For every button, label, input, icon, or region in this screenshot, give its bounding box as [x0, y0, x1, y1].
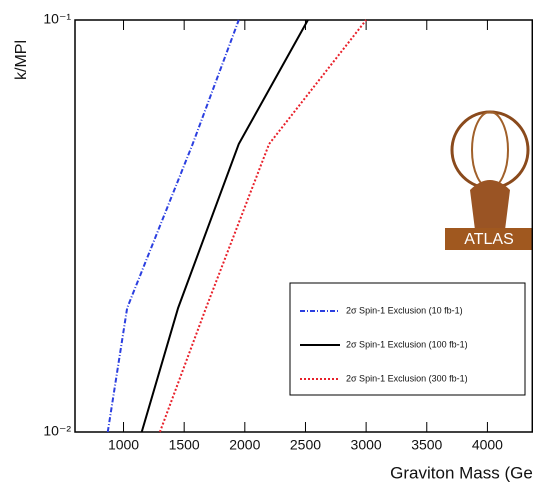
legend	[289, 282, 526, 396]
x-tick-label: 3500	[411, 437, 442, 453]
y-axis-label: k/MPl	[13, 40, 30, 80]
y-tick-label: 10⁻¹	[43, 11, 71, 27]
x-tick-label: 2500	[290, 437, 321, 453]
legend-label: 2σ Spin-1 Exclusion (100 fb-1)	[346, 339, 468, 349]
series-line	[140, 19, 309, 433]
logo-text: ATLAS	[464, 231, 514, 248]
legend-label: 2σ Spin-1 Exclusion (300 fb-1)	[346, 373, 468, 383]
atlas-logo: ATLAS	[445, 110, 533, 250]
x-axis-label: Graviton Mass (GeV)	[390, 463, 533, 482]
legend-label: 2σ Spin-1 Exclusion (10 fb-1)	[346, 305, 463, 315]
plot-frame	[74, 19, 533, 433]
x-tick-label: 1000	[108, 437, 139, 453]
series-line	[158, 19, 367, 433]
y-tick-label: 10⁻²	[43, 423, 71, 439]
x-tick-label: 1500	[169, 437, 200, 453]
x-tick-label: 2000	[229, 437, 260, 453]
x-tick-label: 3000	[351, 437, 382, 453]
series-line	[106, 19, 240, 433]
x-tick-label: 4000	[472, 437, 503, 453]
